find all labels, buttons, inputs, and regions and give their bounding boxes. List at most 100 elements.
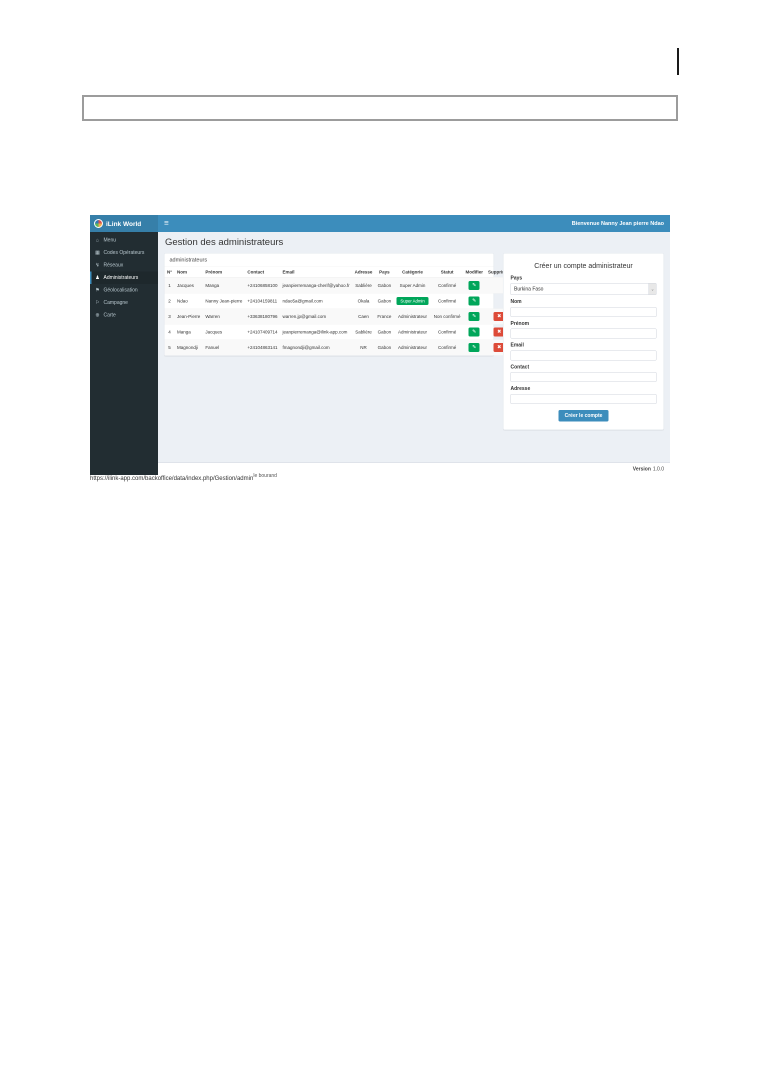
sidebar-item-label: Carte	[103, 312, 116, 319]
cell-adresse: Caen	[352, 308, 375, 325]
cell-pays: Gabon	[374, 293, 394, 309]
col-statut: Statut	[431, 267, 463, 278]
col-prenom: Prénom	[202, 267, 245, 278]
map-icon: ⊕	[95, 312, 100, 319]
trash-icon: ✖	[497, 313, 502, 320]
sidebar: ⌂ Menu ▦ Codes Opérateurs ↯ Réseaux ♟ Ad…	[90, 232, 158, 475]
pencil-icon: ✎	[472, 313, 477, 320]
cell-contact: +24104159811	[244, 293, 281, 309]
pencil-icon: ✎	[472, 298, 477, 304]
cell-contact: +24107409714	[244, 324, 281, 340]
sidebar-item-label: Menu	[103, 237, 117, 244]
table-head: N° Nom Prénom Contact Email Adresse Pays…	[164, 267, 513, 278]
col-categorie: Catégorie	[393, 267, 432, 278]
cell-email: jeanpierremanga-cherif@yahoo.fr	[280, 277, 353, 294]
cell-nom: Jacques	[174, 277, 203, 294]
sidebar-item-menu[interactable]: ⌂ Menu	[90, 234, 158, 247]
contact-input[interactable]	[510, 372, 657, 382]
pays-select[interactable]: Burkina Faso ⌄	[510, 283, 657, 295]
cell-pays: Gabon	[374, 324, 394, 340]
prenom-input[interactable]	[510, 328, 657, 339]
sidebar-item-label: Géolocalisation	[103, 287, 138, 294]
cell-num: 4	[164, 324, 175, 340]
sidebar-item-label: Codes Opérateurs	[103, 250, 145, 256]
field-nom: Nom	[510, 299, 657, 317]
app-footer: Version 1.0.0	[158, 462, 670, 475]
adresse-label: Adresse	[510, 386, 531, 392]
cell-nom: Manga	[174, 324, 203, 340]
cell-email: warren.jp@gmail.com	[280, 308, 353, 325]
adresse-input[interactable]	[510, 393, 657, 404]
sidebar-item-administrateurs[interactable]: ♟ Administrateurs	[90, 271, 158, 284]
cell-prenom: Manga	[202, 277, 245, 294]
col-nom: Nom	[174, 267, 203, 278]
sidebar-item-campagne[interactable]: ⚐ Campagne	[90, 297, 158, 310]
cell-contact: +24106858100	[244, 277, 281, 294]
brand-logo-area[interactable]: iLink World	[90, 215, 158, 232]
cell-categorie: Administrateur	[393, 308, 432, 325]
sidebar-item-reseaux[interactable]: ↯ Réseaux	[90, 259, 158, 272]
edit-button[interactable]: ✎	[468, 327, 480, 337]
email-label: Email	[510, 342, 524, 349]
email-input[interactable]	[510, 350, 657, 361]
table-row: 3 Jean-Pierre Warren +33638180796 warren…	[164, 308, 513, 325]
create-account-button[interactable]: Créer le compte	[558, 409, 609, 422]
edit-button[interactable]: ✎	[468, 343, 480, 352]
content-area: Gestion des administrateurs administrate…	[158, 232, 670, 463]
col-contact: Contact	[244, 267, 281, 278]
field-adresse: Adresse	[510, 386, 657, 404]
table-row: 1 Jacques Manga +24106858100 jeanpierrem…	[164, 277, 513, 294]
delete-button[interactable]: ✖	[493, 327, 505, 337]
empty-callout-box	[82, 95, 678, 121]
pencil-icon: ✎	[472, 329, 477, 335]
globe-logo-icon	[94, 219, 103, 228]
content-panes: administrateurs N° Nom Prénom Contact	[164, 253, 664, 430]
footer-version-label: Version	[632, 466, 651, 472]
field-contact: Contact	[510, 364, 657, 382]
cell-prenom: Nanny Jean-pierre	[202, 293, 245, 309]
footer-version-number: 1.0.0	[652, 466, 664, 472]
super-admin-badge-button[interactable]: Super Admin	[396, 297, 429, 305]
brand-name: iLink World	[106, 219, 142, 228]
administrators-table: N° Nom Prénom Contact Email Adresse Pays…	[164, 267, 513, 356]
sidebar-item-label: Réseaux	[103, 262, 124, 269]
sidebar-item-carte[interactable]: ⊕ Carte	[90, 309, 158, 322]
status-url-text: https://ilink-app.com/backoffice/data/in…	[90, 476, 254, 482]
cell-num: 1	[164, 277, 175, 294]
create-admin-panel: Créer un compte administrateur Pays Burk…	[503, 253, 664, 430]
status-note: le bourand	[253, 473, 277, 479]
cell-nom: Magnondji	[174, 339, 203, 356]
top-navbar: ≡ Bienvenue Nanny Jean pierre Ndao	[158, 215, 670, 232]
edit-button[interactable]: ✎	[468, 281, 480, 290]
table-row: 5 Magnondji Fanuel +24104863141 fmagnond…	[164, 339, 513, 356]
col-adresse: Adresse	[352, 267, 375, 278]
nom-input[interactable]	[510, 306, 657, 317]
cell-categorie: Administrateur	[393, 324, 432, 340]
user-icon: ♟	[95, 275, 100, 281]
col-email: Email	[280, 267, 353, 278]
cell-nom: Jean-Pierre	[174, 308, 203, 325]
cell-statut: Confirmé	[431, 293, 463, 309]
pencil-icon: ✎	[472, 344, 477, 351]
delete-button[interactable]: ✖	[493, 312, 505, 321]
cell-prenom: Warren	[202, 308, 245, 325]
col-pays: Pays	[374, 267, 394, 278]
edit-button[interactable]: ✎	[468, 296, 480, 306]
sidebar-item-geolocalisation[interactable]: ⚑ Géolocalisation	[90, 284, 158, 297]
cell-num: 2	[164, 293, 175, 309]
col-supprimer: Supprimer	[485, 267, 513, 278]
sidebar-item-codes-operateurs[interactable]: ▦ Codes Opérateurs	[90, 247, 158, 260]
trash-icon: ✖	[497, 344, 502, 351]
cell-nom: Ndao	[174, 293, 203, 309]
delete-button[interactable]: ✖	[493, 343, 505, 352]
table-row: 2 Ndao Nanny Jean-pierre +24104159811 nd…	[164, 293, 513, 309]
table-row: 4 Manga Jacques +24107409714 jeanpierrem…	[164, 324, 513, 340]
cell-pays: France	[374, 308, 394, 325]
contact-label: Contact	[510, 364, 530, 370]
page-title: Gestion des administrateurs	[165, 237, 284, 248]
cell-pays: Gabon	[374, 277, 394, 294]
hamburger-icon[interactable]: ≡	[164, 219, 169, 228]
grid-icon: ▦	[95, 250, 100, 256]
admin-app: iLink World ≡ Bienvenue Nanny Jean pierr…	[90, 215, 670, 475]
edit-button[interactable]: ✎	[468, 312, 480, 321]
